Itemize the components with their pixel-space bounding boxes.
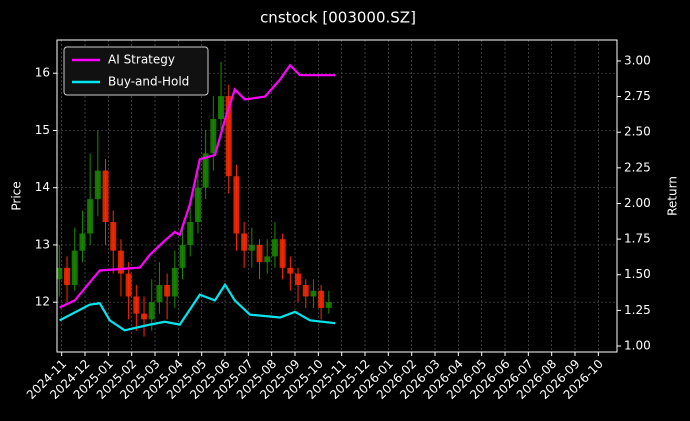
candle-body: [241, 233, 248, 251]
y2-tick-label: 2.75: [624, 89, 651, 103]
y2-tick-label: 2.50: [624, 125, 651, 139]
candle-body: [256, 244, 263, 263]
candle-body: [210, 119, 217, 154]
y-tick-label: 16: [35, 66, 50, 80]
return-line: [59, 282, 336, 332]
candle-body: [233, 176, 240, 234]
candle-body: [295, 273, 302, 286]
candle-body: [171, 267, 178, 297]
y-axis-label: Price: [10, 181, 24, 210]
candle-body: [133, 296, 140, 314]
candle-body: [194, 187, 201, 223]
candle-body: [156, 285, 163, 303]
y2-axis-label: Return: [666, 176, 680, 216]
y2-tick-label: 2.25: [624, 160, 651, 174]
candle-body: [56, 267, 63, 280]
candle-body: [79, 233, 86, 251]
y-tick-label: 14: [35, 180, 50, 194]
candle-body: [141, 313, 148, 320]
return-line: [59, 63, 336, 309]
candle-body: [64, 267, 71, 286]
candle-body: [225, 96, 232, 177]
candle-body: [318, 290, 325, 308]
candle-body: [310, 290, 317, 297]
candle-body: [117, 250, 124, 274]
y2-tick-label: 1.75: [624, 232, 651, 246]
candle-body: [179, 244, 186, 268]
candle-body: [325, 302, 332, 308]
candle-body: [218, 96, 225, 120]
y-tick-label: 13: [35, 237, 50, 251]
y-tick-label: 12: [35, 295, 50, 309]
y2-tick-label: 1.25: [624, 303, 651, 317]
y2-tick-label: 2.00: [624, 196, 651, 210]
plot-frame: [56, 39, 618, 353]
candle-body: [202, 153, 209, 188]
candle-body: [102, 170, 109, 223]
candle-body: [87, 199, 94, 234]
chart-title: cnstock [003000.SZ]: [260, 9, 416, 27]
candle-body: [279, 239, 286, 268]
candle-body: [187, 222, 194, 245]
candle-body: [287, 267, 294, 274]
candle-body: [264, 256, 271, 263]
candle-body: [71, 250, 78, 286]
candle-body: [125, 273, 132, 297]
candle-body: [271, 239, 278, 257]
y-tick-label: 15: [35, 123, 50, 137]
candle-body: [110, 222, 117, 251]
y2-tick-label: 1.00: [624, 339, 651, 353]
candle-body: [248, 244, 255, 251]
candle-body: [94, 170, 101, 200]
legend-label: Buy-and-Hold: [108, 75, 189, 89]
candle-body: [302, 285, 309, 297]
candle-body: [164, 285, 171, 297]
y2-tick-label: 3.00: [624, 53, 651, 67]
y2-tick-label: 1.50: [624, 267, 651, 281]
candle-body: [148, 302, 155, 320]
legend-label: AI Strategy: [108, 53, 175, 67]
